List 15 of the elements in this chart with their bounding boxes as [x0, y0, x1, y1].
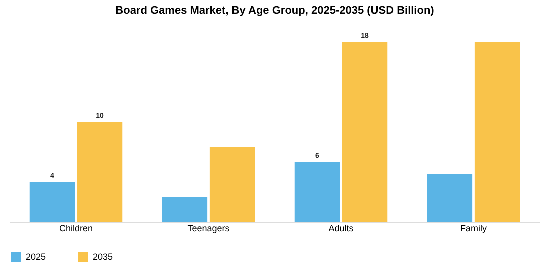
bar — [77, 122, 123, 222]
legend-label: 2035 — [93, 252, 114, 262]
bar — [210, 147, 256, 222]
bar — [30, 182, 76, 222]
bar — [427, 174, 473, 222]
bar — [474, 42, 520, 222]
x-tick-label: Adults — [328, 224, 354, 234]
bar — [294, 162, 340, 222]
x-tick-label: Children — [59, 224, 94, 234]
x-tick-label: Teenagers — [188, 224, 230, 234]
legend-label: 2025 — [26, 252, 46, 262]
x-tick-label: Family — [460, 224, 488, 234]
chart-title: Board Games Market, By Age Group, 2025-2035 (USD Billion) — [116, 5, 435, 17]
bar — [162, 197, 208, 222]
bar — [342, 42, 388, 222]
